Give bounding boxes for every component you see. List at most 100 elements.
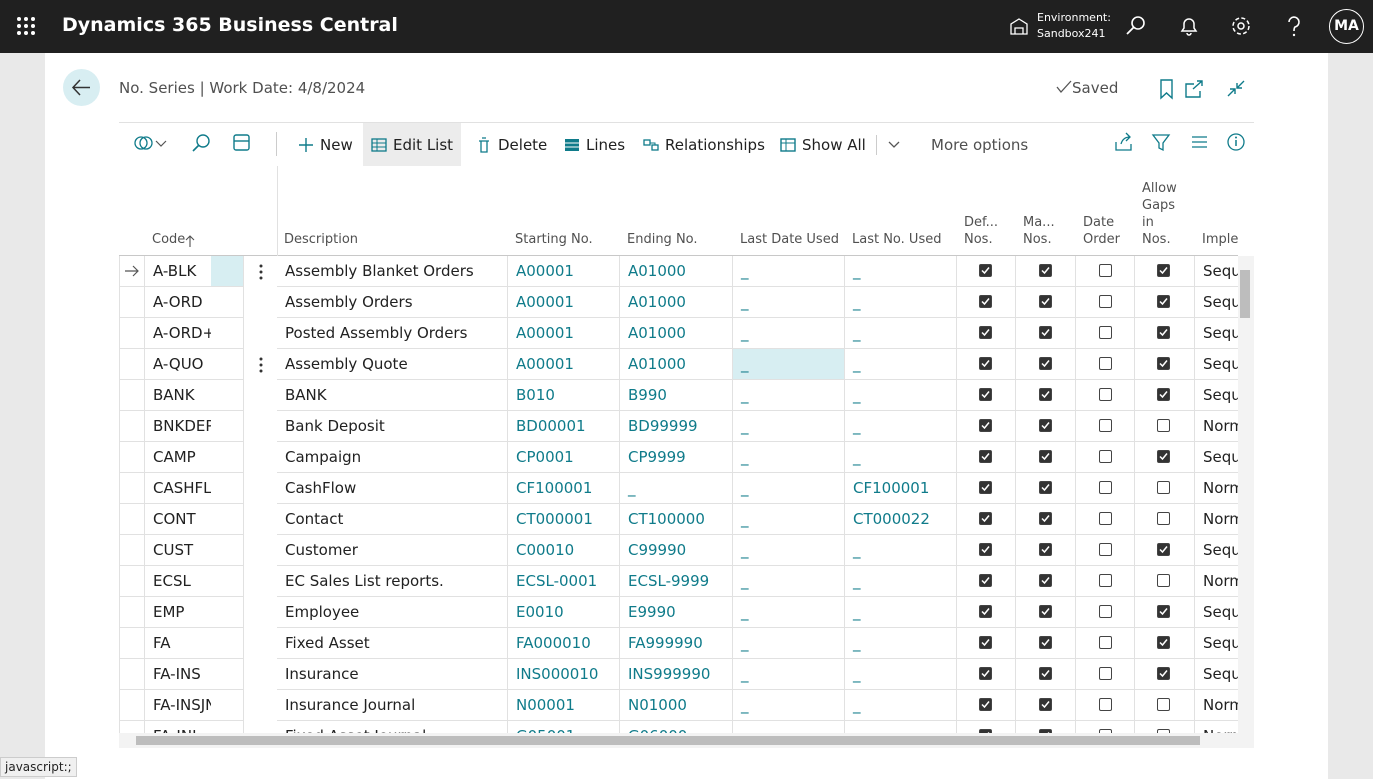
checkbox[interactable] <box>1039 574 1052 587</box>
table-cell[interactable]: BD00001 <box>508 411 620 442</box>
table-cell[interactable]: FA999990 <box>620 628 733 659</box>
checkbox[interactable] <box>1157 667 1170 680</box>
checkbox[interactable] <box>1157 357 1170 370</box>
checkbox[interactable] <box>1157 543 1170 556</box>
table-cell[interactable]: _ <box>733 504 845 535</box>
checkbox[interactable] <box>1039 357 1052 370</box>
checkbox[interactable] <box>979 481 992 494</box>
column-header[interactable]: Allow Gaps in Nos. <box>1135 166 1181 256</box>
checkbox[interactable] <box>979 264 992 277</box>
table-cell[interactable]: E9990 <box>620 597 733 628</box>
checkbox[interactable] <box>1157 512 1170 525</box>
table-cell[interactable]: _ <box>733 628 845 659</box>
checkbox[interactable] <box>1157 481 1170 494</box>
action-button[interactable]: Show All <box>772 123 909 166</box>
avatar[interactable]: MA <box>1329 9 1364 44</box>
checkbox[interactable] <box>1099 605 1112 618</box>
checkbox[interactable] <box>1157 605 1170 618</box>
column-header[interactable]: Description <box>277 166 508 256</box>
table-cell[interactable]: ECSL-0001 <box>508 566 620 597</box>
checkbox[interactable] <box>1039 264 1052 277</box>
row-menu-cell[interactable] <box>211 442 244 473</box>
row-menu-cell[interactable] <box>211 721 244 733</box>
table-cell[interactable]: CT000001 <box>508 504 620 535</box>
checkbox[interactable] <box>979 357 992 370</box>
column-header[interactable]: Implementation <box>1195 166 1238 256</box>
row-menu[interactable] <box>258 356 264 374</box>
settings-icon[interactable] <box>1230 15 1252 37</box>
checkbox[interactable] <box>1157 574 1170 587</box>
checkbox[interactable] <box>1099 295 1112 308</box>
checkbox[interactable] <box>1039 295 1052 308</box>
table-cell[interactable]: B010 <box>508 380 620 411</box>
checkbox[interactable] <box>1157 388 1170 401</box>
table-cell[interactable]: CP9999 <box>620 442 733 473</box>
checkbox[interactable] <box>1039 388 1052 401</box>
back-button[interactable] <box>63 69 100 106</box>
notifications-icon[interactable] <box>1178 15 1200 37</box>
checkbox[interactable] <box>1157 450 1170 463</box>
table-cell[interactable]: A00001 <box>508 287 620 318</box>
checkbox[interactable] <box>1039 667 1052 680</box>
view-icons[interactable] <box>130 132 270 156</box>
checkbox[interactable] <box>1099 264 1112 277</box>
table-cell[interactable]: N00001 <box>508 690 620 721</box>
checkbox[interactable] <box>1157 729 1170 733</box>
list-icons[interactable] <box>1113 132 1253 154</box>
table-row[interactable]: A-BLK Assembly Blanket Orders A00001 A01000… <box>119 256 1238 287</box>
column-header[interactable]: Last No. Used <box>845 166 957 256</box>
action-button[interactable]: More options <box>923 123 1036 166</box>
page-icons[interactable] <box>1158 78 1258 100</box>
action-button[interactable]: Lines <box>556 123 633 166</box>
checkbox[interactable] <box>1039 543 1052 556</box>
checkbox[interactable] <box>1039 450 1052 463</box>
checkbox[interactable] <box>1099 450 1112 463</box>
table-cell[interactable]: _ <box>845 721 957 733</box>
checkbox[interactable] <box>1157 264 1170 277</box>
table-cell[interactable]: _ <box>733 597 845 628</box>
table-cell[interactable]: BD99999 <box>620 411 733 442</box>
action-button[interactable]: Delete <box>468 123 555 166</box>
table-cell[interactable]: _ <box>845 380 957 411</box>
row-menu-cell[interactable] <box>211 535 244 566</box>
row-menu-cell[interactable] <box>211 256 244 287</box>
table-cell[interactable]: _ <box>845 690 957 721</box>
table-cell[interactable]: _ <box>733 411 845 442</box>
table-row[interactable]: FA-JNLFixed Asset JournalG05001G06000__N… <box>119 721 1238 733</box>
scroll-thumb[interactable] <box>136 736 1200 745</box>
table-row[interactable]: A-ORD+ Posted Assembly Orders A00001 A01000… <box>119 318 1238 349</box>
scroll-thumb[interactable] <box>1240 270 1250 318</box>
table-cell[interactable]: A01000 <box>620 318 733 349</box>
checkbox[interactable] <box>979 326 992 339</box>
row-menu-cell[interactable] <box>211 318 244 349</box>
row-menu-cell[interactable] <box>211 659 244 690</box>
checkbox[interactable] <box>1099 574 1112 587</box>
table-cell[interactable]: _ <box>733 442 845 473</box>
checkbox[interactable] <box>1099 357 1112 370</box>
checkbox[interactable] <box>979 636 992 649</box>
checkbox[interactable] <box>1039 326 1052 339</box>
row-menu-cell[interactable] <box>211 628 244 659</box>
table-cell[interactable]: INS000010 <box>508 659 620 690</box>
table-cell[interactable]: G05001 <box>508 721 620 733</box>
table-cell[interactable]: _ <box>845 287 957 318</box>
table-cell[interactable]: A01000 <box>620 287 733 318</box>
checkbox[interactable] <box>1099 419 1112 432</box>
environment[interactable]: Environment: Sandbox241 <box>1037 10 1111 42</box>
column-header[interactable]: Code <box>145 166 244 256</box>
table-cell[interactable]: _ <box>733 566 845 597</box>
checkbox[interactable] <box>979 698 992 711</box>
table-cell[interactable]: _ <box>845 256 957 287</box>
checkbox[interactable] <box>1157 326 1170 339</box>
table-cell[interactable]: _ <box>845 566 957 597</box>
row-menu-cell[interactable] <box>211 504 244 535</box>
checkbox[interactable] <box>1099 326 1112 339</box>
checkbox[interactable] <box>979 605 992 618</box>
column-header[interactable]: Ending No. <box>620 166 733 256</box>
table-cell[interactable]: _ <box>845 628 957 659</box>
row-menu-cell[interactable] <box>211 473 244 504</box>
checkbox[interactable] <box>979 543 992 556</box>
column-header[interactable]: Date Order <box>1076 166 1122 256</box>
checkbox[interactable] <box>979 295 992 308</box>
